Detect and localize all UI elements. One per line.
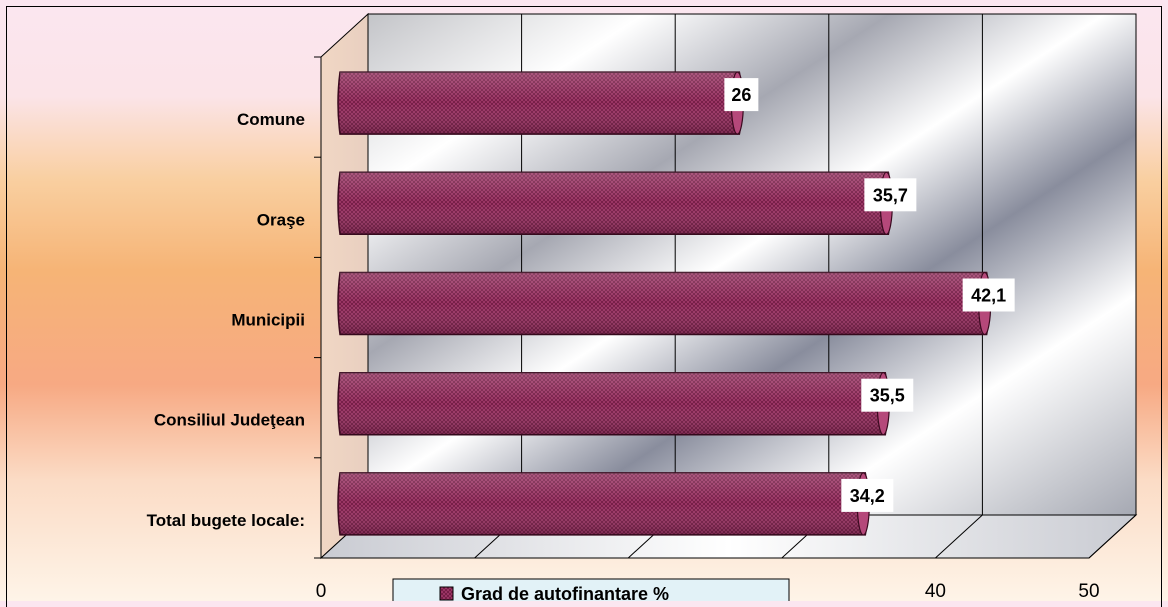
category-labels: Total bugete locale: Consiliul Judeţean Mu…	[147, 110, 305, 530]
category-label: Oraşe	[257, 210, 305, 229]
x-tick-label: 40	[925, 581, 946, 601]
legend: Grad de autofinantare %	[392, 578, 790, 601]
chart-frame	[6, 6, 1162, 607]
bar-shading	[340, 472, 866, 535]
data-label-box	[864, 178, 917, 212]
legend-swatch	[439, 586, 454, 601]
data-label: 42,1	[971, 286, 1006, 306]
category-axis	[314, 56, 322, 559]
bar-shading	[340, 72, 740, 135]
category-label: Consiliul Judeţean	[154, 411, 305, 430]
data-label-box	[724, 78, 759, 112]
data-label-box	[962, 278, 1015, 312]
bar-shading	[340, 172, 889, 235]
floor-gridline-40	[935, 514, 983, 559]
bar-shading	[340, 372, 886, 435]
data-labels: 34,2 35,5 42,1 35,7 26	[724, 78, 1015, 512]
category-label: Total bugete locale:	[147, 511, 305, 530]
category-label: Comune	[237, 110, 305, 129]
data-label-box	[861, 378, 914, 412]
data-label-box	[841, 478, 894, 512]
floor-gridline-50	[1088, 514, 1137, 559]
value-axis-ticks: 0 40 50	[316, 581, 1100, 601]
bars	[337, 71, 992, 536]
x-tick-label: 50	[1078, 581, 1099, 601]
data-label: 26	[731, 85, 751, 105]
x-tick-label: 0	[316, 581, 327, 601]
legend-label: Grad de autofinantare %	[461, 584, 669, 601]
data-label: 35,7	[873, 185, 908, 205]
legend-box	[392, 578, 790, 601]
category-label: Municipii	[231, 311, 305, 330]
data-label: 35,5	[870, 386, 905, 406]
data-label: 34,2	[850, 486, 885, 506]
bar-shading	[340, 272, 987, 335]
